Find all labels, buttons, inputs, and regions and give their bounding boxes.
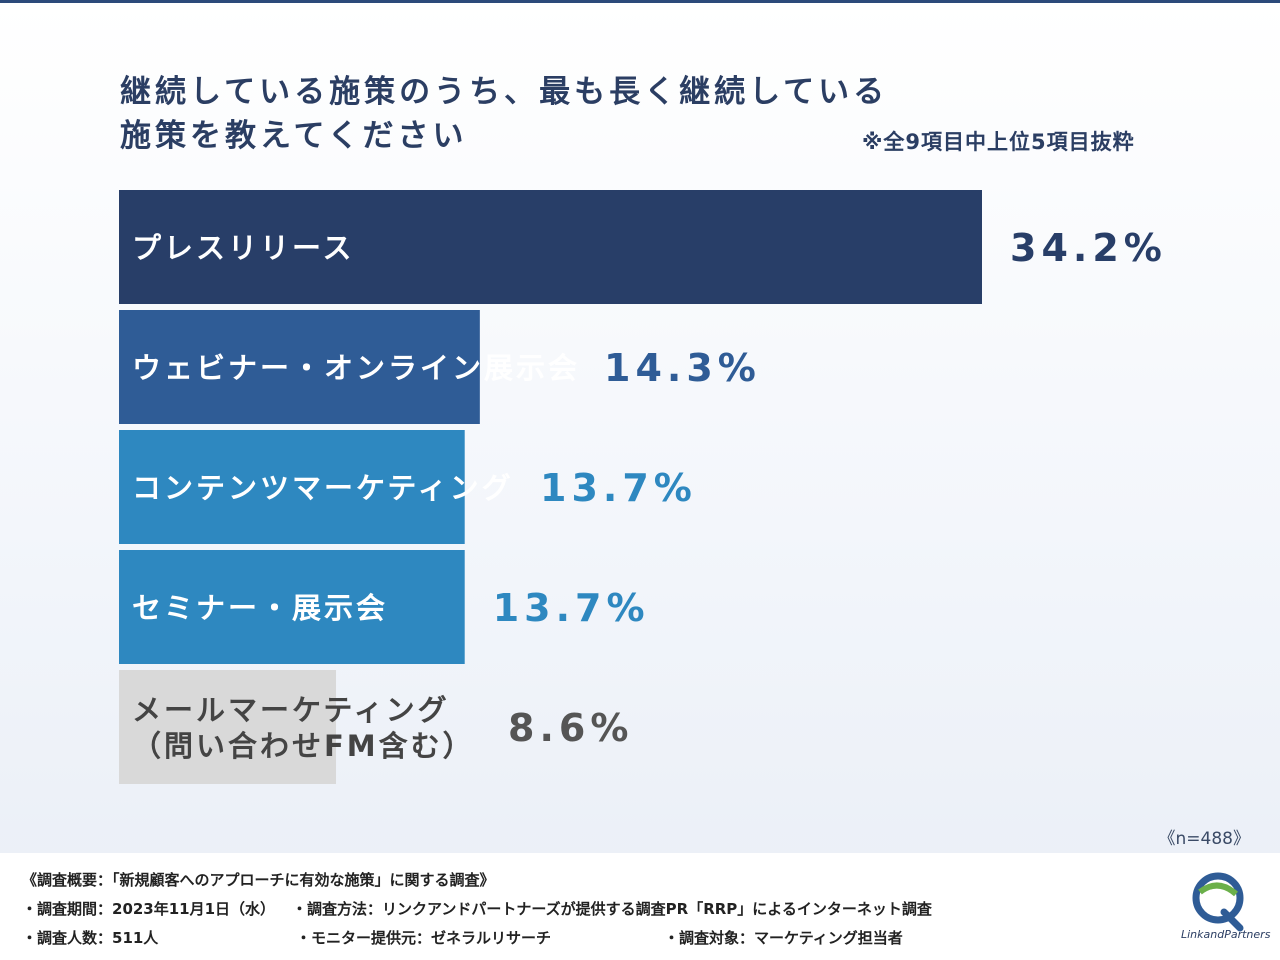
bar-1: [119, 310, 480, 424]
bar-0: [119, 190, 982, 304]
bar-chart: プレスリリース 34.2% ウェビナー・オンライン展示会 14.3% コンテンツマーケテ…: [119, 190, 1167, 784]
value-label-0: 34.2%: [1010, 226, 1167, 270]
bar-label-3: セミナー・展示会: [132, 591, 388, 625]
company-logo-icon: [1192, 872, 1244, 932]
chart-title-line2: 施策を教えてください: [120, 118, 468, 154]
bar-2: [119, 430, 465, 544]
excerpt-note: ※全9項目中上位5項目抜粋: [862, 130, 1135, 154]
bar-label-1: ウェビナー・オンライン展示会: [132, 351, 580, 385]
survey-provider: ・モニター提供元：ゼネラルリサーチ: [296, 929, 552, 947]
value-label-3: 13.7%: [493, 586, 650, 630]
value-label-1: 14.3%: [604, 346, 761, 390]
bar-3: [119, 550, 465, 664]
survey-count: ・調査人数：511人: [22, 929, 159, 947]
survey-summary: 《調査概要：「新規顧客へのアプローチに有効な施策」に関する調査》: [22, 871, 495, 889]
value-label-4: 8.6%: [508, 706, 633, 750]
chart-title: 継続している施策のうち、最も長く継続している 施策を教えてください: [120, 70, 940, 158]
company-logo-text: LinkandPartners: [1181, 928, 1271, 941]
bar-label-4: メールマーケティング（問い合わせFM含む）: [132, 693, 475, 763]
survey-target: ・調査対象：マーケティング担当者: [664, 929, 903, 947]
survey-period: ・調査期間：2023年11月1日（水）: [22, 900, 276, 918]
survey-method: ・調査方法：リンクアンドパートナーズが提供する調査PR「RRP」によるインターネ…: [292, 900, 932, 918]
sample-size: 《n=488》: [1158, 829, 1250, 849]
value-label-2: 13.7%: [540, 466, 697, 510]
bar-label-0: プレスリリース: [132, 231, 355, 265]
survey-footer: 《調査概要：「新規顧客へのアプローチに有効な施策」に関する調査》 ・調査期間：2…: [0, 853, 1280, 960]
top-accent-line: [0, 0, 1280, 3]
bar-4: [119, 670, 337, 784]
bar-label-2: コンテンツマーケティング: [132, 471, 514, 505]
chart-title-line1: 継続している施策のうち、最も長く継続している: [120, 74, 889, 110]
